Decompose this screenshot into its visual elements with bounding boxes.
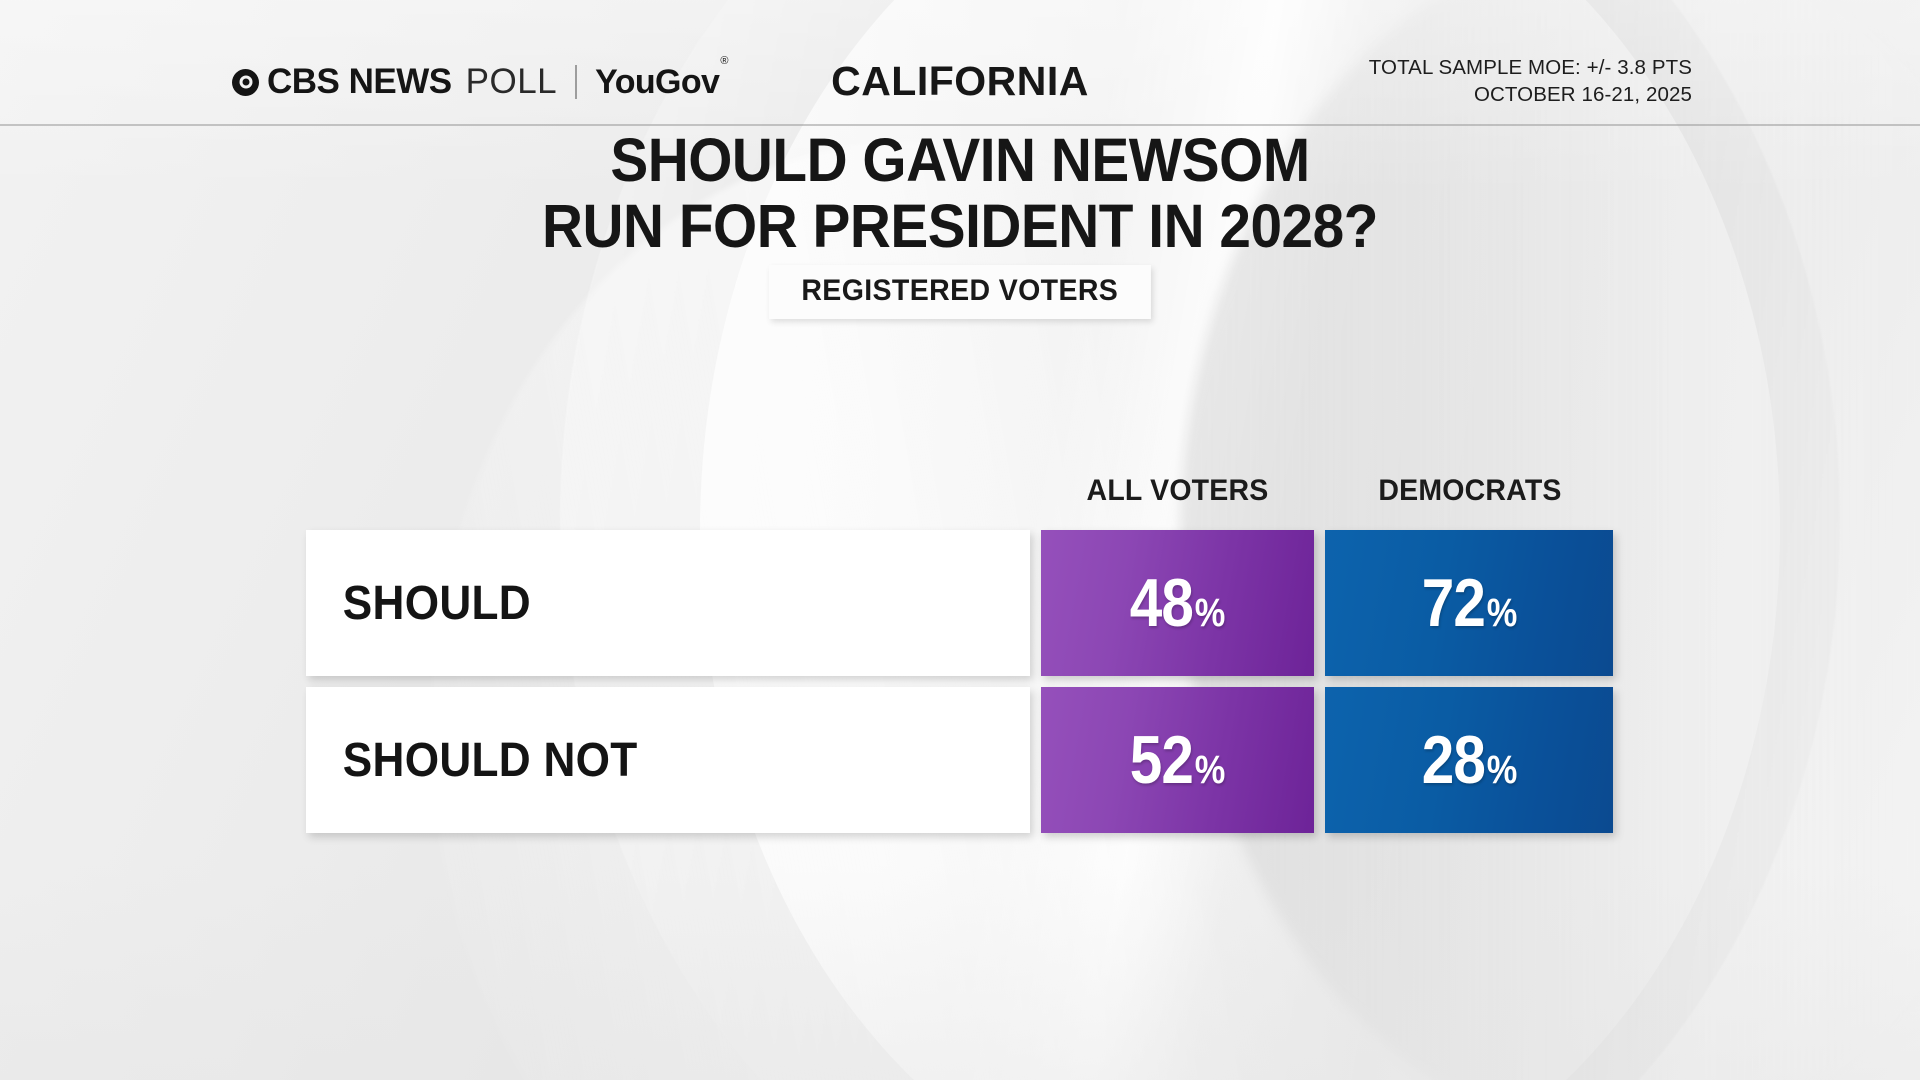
logo-cbs-text: CBS	[267, 62, 340, 101]
value-should-not-democrats: 28%	[1421, 722, 1518, 798]
row-label-should: SHOULD	[342, 576, 531, 630]
row-label-should-not: SHOULD NOT	[342, 733, 638, 787]
logo-divider	[575, 65, 578, 99]
value-number: 52	[1130, 722, 1194, 798]
logo-cbs-news-text: CBS NEWS	[267, 62, 452, 102]
registered-trademark-icon: ®	[720, 55, 728, 68]
logo-yougov-text: YouGov®	[595, 55, 728, 102]
column-header-all-voters: ALL VOTERS	[1086, 474, 1269, 507]
moe-line-2: OCTOBER 16-21, 2025	[1473, 83, 1692, 107]
table-column-headers: ALL VOTERS DEMOCRATS	[306, 474, 1613, 520]
value-number: 28	[1421, 722, 1486, 798]
subtitle-badge-wrap: REGISTERED VOTERS	[0, 265, 1920, 319]
moe-line-1: TOTAL SAMPLE MOE: +/- 3.8 PTS	[1368, 56, 1692, 79]
page-title: SHOULD GAVIN NEWSOM RUN FOR PRESIDENT IN…	[67, 126, 1853, 260]
logo-yougov-word: YouGov	[595, 62, 720, 101]
table-row: SHOULD 48% 72%	[306, 530, 1613, 676]
subtitle-badge: REGISTERED VOTERS	[769, 265, 1151, 319]
value-cell-democrats-should-not: 28%	[1325, 687, 1613, 833]
value-number: 72	[1421, 565, 1486, 641]
percent-sign: %	[1486, 591, 1518, 635]
percent-sign: %	[1195, 748, 1226, 792]
moe-block: TOTAL SAMPLE MOE: +/- 3.8 PTS OCTOBER 16…	[1369, 54, 1692, 108]
row-label-cell: SHOULD	[306, 530, 1030, 676]
logo-news-text: NEWS	[348, 62, 453, 101]
cbs-eye-icon	[232, 68, 259, 96]
value-cell-all-voters-should-not: 52%	[1041, 687, 1314, 833]
percent-sign: %	[1486, 748, 1518, 792]
header-divider-rule	[0, 124, 1920, 126]
cbs-news-poll-yougov-logo: CBS NEWS POLL YouGov®	[232, 55, 728, 102]
value-should-all-voters: 48%	[1130, 565, 1226, 641]
logo-poll-text: POLL	[465, 62, 558, 101]
value-number: 48	[1130, 565, 1194, 641]
value-cell-all-voters-should: 48%	[1041, 530, 1314, 676]
percent-sign: %	[1195, 591, 1226, 635]
value-cell-democrats-should: 72%	[1325, 530, 1613, 676]
page-title-line-1: SHOULD GAVIN NEWSOM	[610, 126, 1310, 194]
page-title-line-2: RUN FOR PRESIDENT IN 2028?	[542, 191, 1378, 260]
state-title: CALIFORNIA	[831, 58, 1089, 104]
results-table: ALL VOTERS DEMOCRATS SHOULD 48% 72% SHOU…	[306, 474, 1613, 844]
row-label-cell: SHOULD NOT	[306, 687, 1030, 833]
header-bar: CBS NEWS POLL YouGov® CALIFORNIA TOTAL S…	[0, 0, 1920, 124]
value-should-not-all-voters: 52%	[1130, 722, 1226, 798]
table-row: SHOULD NOT 52% 28%	[306, 687, 1613, 833]
value-should-democrats: 72%	[1421, 565, 1518, 641]
column-header-democrats: DEMOCRATS	[1378, 474, 1562, 507]
